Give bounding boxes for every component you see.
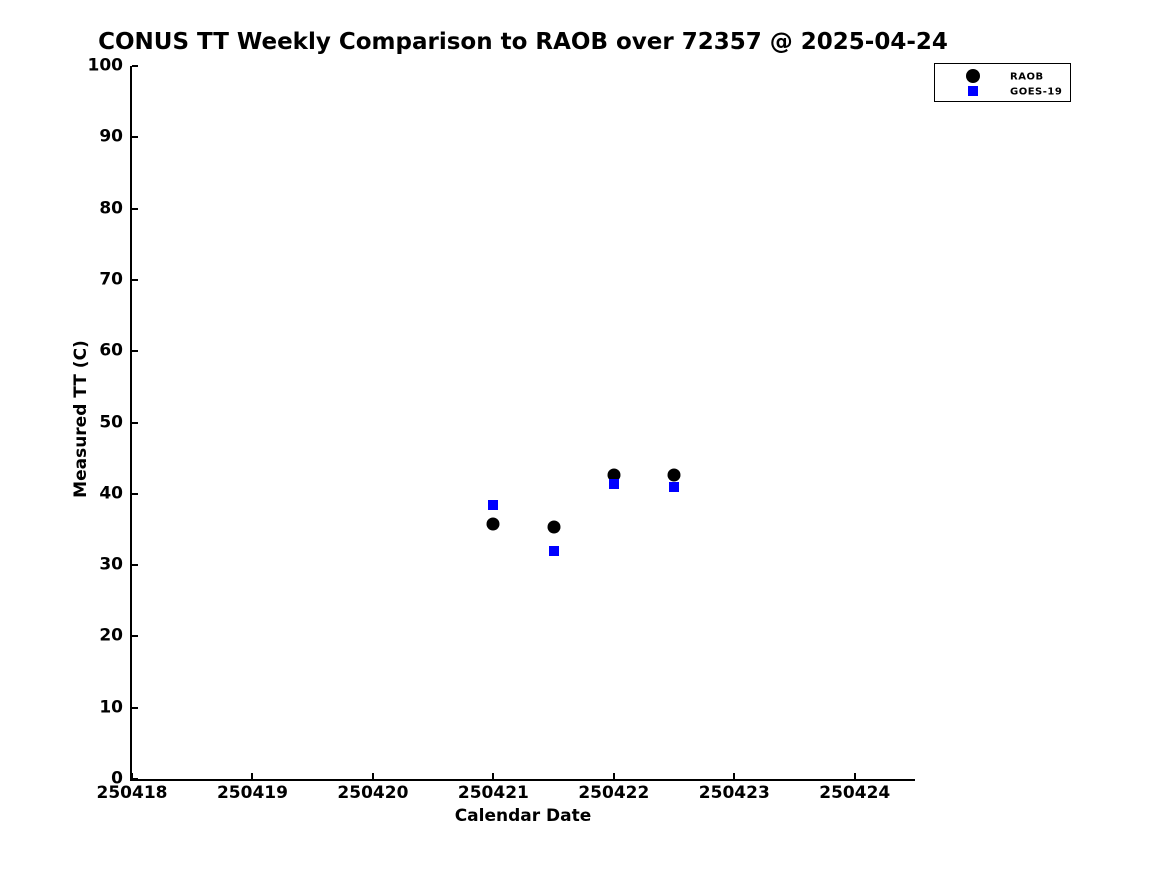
y-tick-label: 50	[99, 412, 123, 432]
x-axis-label: Calendar Date	[454, 806, 592, 826]
y-tick	[132, 421, 138, 424]
goes-19-point	[488, 500, 499, 511]
chart-title: CONUS TT Weekly Comparison to RAOB over …	[98, 29, 948, 55]
y-tick-label: 40	[99, 483, 123, 504]
y-tick	[132, 350, 138, 353]
y-tick	[132, 492, 138, 495]
x-tick-label: 250424	[819, 783, 891, 803]
y-tick	[132, 278, 138, 281]
raob-point	[607, 468, 621, 482]
y-tick	[132, 65, 138, 67]
raob-point	[547, 520, 561, 534]
y-tick	[132, 207, 138, 210]
x-tick	[251, 773, 254, 779]
y-tick-label: 0	[111, 768, 123, 789]
goes-19-point	[608, 478, 619, 489]
y-tick-label: 10	[99, 697, 123, 718]
raob-point	[486, 517, 500, 531]
y-tick-label: 60	[99, 340, 123, 361]
raob-point	[667, 468, 681, 482]
plot-area: 250418 250419 250420 250421 250422 250423 2504…	[88, 57, 915, 802]
legend: RAOB GOES-19	[934, 63, 1071, 102]
x-tick	[612, 773, 615, 779]
raob-legend-marker-icon	[966, 69, 980, 83]
y-tick-label: 70	[99, 269, 123, 290]
x-tick	[492, 773, 495, 779]
y-tick-label: 80	[99, 198, 123, 219]
y-tick-label: 90	[99, 126, 123, 147]
x-tick-label: 250418	[96, 783, 168, 803]
x-tick	[131, 773, 133, 779]
y-tick	[132, 564, 138, 567]
y-tick	[132, 778, 138, 780]
y-tick-label: 100	[87, 55, 124, 76]
x-tick	[853, 773, 856, 779]
legend-label-raob: RAOB	[1010, 71, 1044, 82]
x-tick-label: 250423	[698, 783, 770, 803]
goes19-legend-marker-icon	[968, 86, 978, 96]
x-tick-label: 250420	[337, 783, 409, 803]
goes-19-point	[669, 482, 680, 493]
y-tick	[132, 706, 138, 709]
legend-label-goes19: GOES-19	[1010, 86, 1063, 97]
y-tick-label: 20	[99, 625, 123, 646]
goes-19-point	[548, 545, 559, 556]
x-tick	[733, 773, 736, 779]
y-tick-label: 30	[99, 554, 123, 575]
x-tick-label: 250421	[457, 783, 529, 803]
y-tick	[132, 635, 138, 638]
y-axis-label: Measured TT (C)	[71, 340, 91, 498]
x-tick-label: 250422	[578, 783, 650, 803]
y-tick	[132, 136, 138, 139]
x-tick-label: 250419	[216, 783, 288, 803]
x-tick	[371, 773, 374, 779]
